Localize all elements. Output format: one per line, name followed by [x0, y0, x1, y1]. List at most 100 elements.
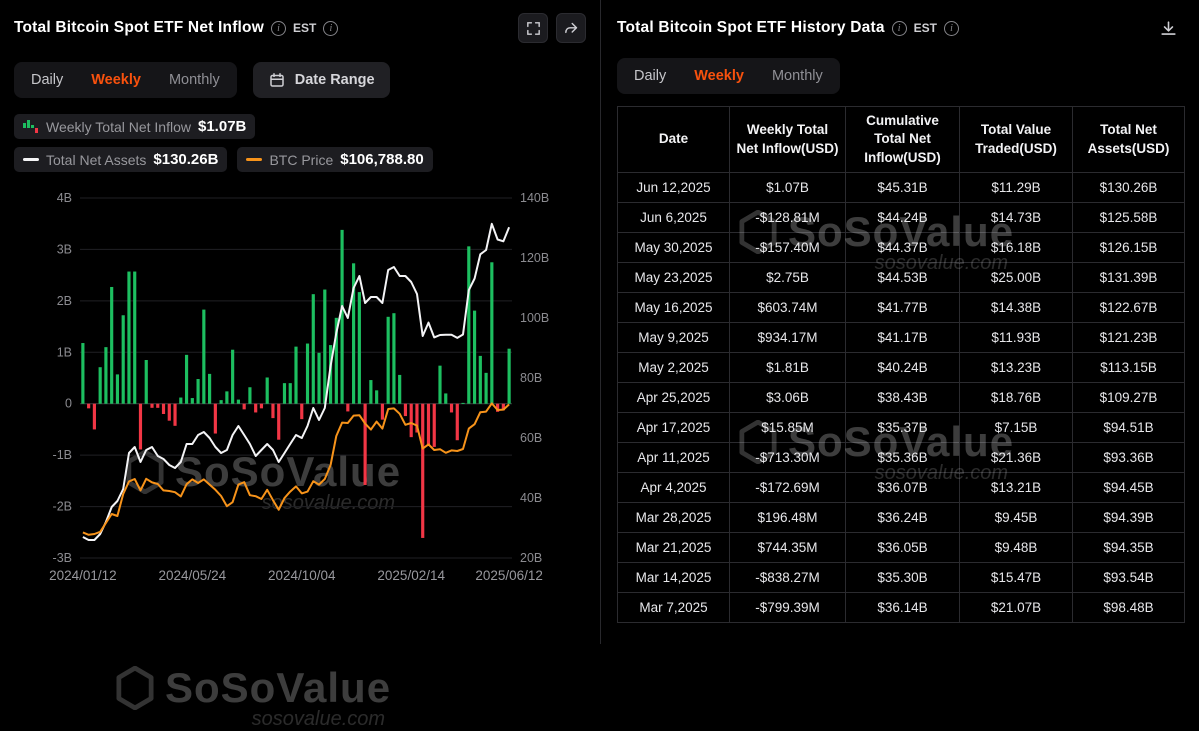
cell-cumulative-inflow: $44.37B	[845, 232, 960, 263]
cell-date: Mar 21,2025	[617, 532, 730, 563]
cell-weekly-inflow: $744.35M	[729, 532, 846, 563]
cell-net-assets: $113.15B	[1072, 352, 1185, 383]
table-row[interactable]: Apr 25,2025 $3.06B $38.43B $18.76B $109.27B	[617, 382, 1185, 413]
history-table: Date Weekly Total Net Inflow(USD) Cumulati…	[617, 106, 1185, 623]
table-row[interactable]: Apr 4,2025 -$172.69M $36.07B $13.21B $94.45B	[617, 472, 1185, 503]
tab-daily[interactable]: Daily	[621, 62, 679, 90]
cell-weekly-inflow: -$838.27M	[729, 562, 846, 593]
cell-value-traded: $13.23B	[959, 352, 1073, 383]
column-header: Weekly Total Net Inflow(USD)	[729, 106, 846, 173]
cell-cumulative-inflow: $36.24B	[845, 502, 960, 533]
svg-text:-2B: -2B	[53, 500, 72, 514]
cell-weekly-inflow: -$799.39M	[729, 592, 846, 623]
table-row[interactable]: Apr 17,2025 $15.85M $35.37B $7.15B $94.51B	[617, 412, 1185, 443]
btc-price-line	[82, 402, 510, 536]
cell-cumulative-inflow: $35.37B	[845, 412, 960, 443]
date-range-label: Date Range	[294, 72, 375, 88]
left-axis-labels: 4B 3B 2B 1B 0 -1B -2B -3B	[53, 191, 73, 565]
etf-netflow-chart[interactable]: SoSoValue sosovalue.com SoSoValue sosova…	[14, 186, 586, 730]
legend-weekly-net-inflow[interactable]: Weekly Total Net Inflow $1.07B	[14, 114, 256, 139]
table-row[interactable]: Jun 6,2025 -$128.81M $44.24B $14.73B $125.58…	[617, 202, 1185, 233]
cell-value-traded: $18.76B	[959, 382, 1073, 413]
cell-net-assets: $94.35B	[1072, 532, 1185, 563]
table-row[interactable]: Apr 11,2025 -$713.30M $35.36B $21.36B $93.36…	[617, 442, 1185, 473]
svg-text:120B: 120B	[520, 251, 549, 265]
legend-label: Total Net Assets	[46, 151, 147, 168]
info-icon[interactable]	[270, 20, 286, 36]
cell-net-assets: $121.23B	[1072, 322, 1185, 353]
tab-daily[interactable]: Daily	[18, 66, 76, 94]
cell-date: Mar 7,2025	[617, 592, 730, 623]
cell-weekly-inflow: -$157.40M	[729, 232, 846, 263]
cell-weekly-inflow: -$713.30M	[729, 442, 846, 473]
est-info-icon[interactable]	[323, 20, 339, 36]
legend-label: Weekly Total Net Inflow	[46, 118, 191, 135]
svg-text:80B: 80B	[520, 371, 542, 385]
cell-cumulative-inflow: $44.24B	[845, 202, 960, 233]
svg-text:2B: 2B	[57, 294, 72, 308]
tab-weekly[interactable]: Weekly	[681, 62, 757, 90]
legend-btc-price[interactable]: BTC Price $106,788.80	[237, 147, 433, 172]
cell-value-traded: $9.45B	[959, 502, 1073, 533]
table-row[interactable]: May 30,2025 -$157.40M $44.37B $16.18B $126.1…	[617, 232, 1185, 263]
legend-total-net-assets[interactable]: Total Net Assets $130.26B	[14, 147, 228, 172]
cell-value-traded: $11.93B	[959, 322, 1073, 353]
legend-label: BTC Price	[269, 151, 334, 168]
table-row[interactable]: May 9,2025 $934.17M $41.17B $11.93B $121.23B	[617, 322, 1185, 353]
cell-net-assets: $93.36B	[1072, 442, 1185, 473]
table-row[interactable]: Jun 12,2025 $1.07B $45.31B $11.29B $130.26B	[617, 172, 1185, 203]
table-row[interactable]: Mar 28,2025 $196.48M $36.24B $9.45B $94.39B	[617, 502, 1185, 533]
sosovalue-watermark: SoSoValue sosovalue.com	[116, 664, 391, 731]
cell-cumulative-inflow: $35.36B	[845, 442, 960, 473]
cell-value-traded: $14.73B	[959, 202, 1073, 233]
interval-tabs: Daily Weekly Monthly	[617, 58, 840, 94]
cell-net-assets: $131.39B	[1072, 262, 1185, 293]
sosovalue-cube-logo-icon	[116, 666, 154, 710]
cell-value-traded: $21.07B	[959, 592, 1073, 623]
info-icon[interactable]	[891, 20, 907, 36]
svg-text:-1B: -1B	[53, 448, 72, 462]
cell-value-traded: $15.47B	[959, 562, 1073, 593]
chart-panel: Total Bitcoin Spot ETF Net Inflow EST Da…	[0, 0, 600, 730]
svg-text:4B: 4B	[57, 191, 72, 205]
cell-value-traded: $9.48B	[959, 532, 1073, 563]
fullscreen-button[interactable]	[518, 13, 548, 43]
cell-cumulative-inflow: $38.43B	[845, 382, 960, 413]
combo-chart-svg[interactable]: 4B 3B 2B 1B 0 -1B -2B -3B 140B 120B 100B 80B 60B 40B 2…	[14, 186, 582, 590]
table-row[interactable]: Mar 14,2025 -$838.27M $35.30B $15.47B $93.54…	[617, 562, 1185, 593]
cell-cumulative-inflow: $35.30B	[845, 562, 960, 593]
column-header: Total Net Assets(USD)	[1072, 106, 1185, 173]
table-row[interactable]: May 2,2025 $1.81B $40.24B $13.23B $113.15B	[617, 352, 1185, 383]
cell-weekly-inflow: $2.75B	[729, 262, 846, 293]
cell-weekly-inflow: $934.17M	[729, 322, 846, 353]
cell-cumulative-inflow: $36.05B	[845, 532, 960, 563]
cell-value-traded: $25.00B	[959, 262, 1073, 293]
cell-weekly-inflow: -$128.81M	[729, 202, 846, 233]
cell-value-traded: $7.15B	[959, 412, 1073, 443]
table-row[interactable]: Mar 21,2025 $744.35M $36.05B $9.48B $94.35B	[617, 532, 1185, 563]
download-icon	[1160, 20, 1176, 35]
cell-cumulative-inflow: $40.24B	[845, 352, 960, 383]
tab-monthly[interactable]: Monthly	[759, 62, 836, 90]
date-range-button[interactable]: Date Range	[252, 62, 390, 98]
download-button[interactable]	[1153, 13, 1183, 43]
orange-line-series-icon	[246, 158, 263, 161]
svg-text:20B: 20B	[520, 551, 542, 565]
table-row[interactable]: May 16,2025 $603.74M $41.77B $14.38B $122.67…	[617, 292, 1185, 323]
chart-panel-title: Total Bitcoin Spot ETF Net Inflow	[14, 19, 264, 36]
cell-cumulative-inflow: $45.31B	[845, 172, 960, 203]
tab-monthly[interactable]: Monthly	[156, 66, 233, 94]
cell-net-assets: $94.39B	[1072, 502, 1185, 533]
tab-weekly[interactable]: Weekly	[78, 66, 154, 94]
history-panel-header: Total Bitcoin Spot ETF History Data EST	[617, 10, 1183, 46]
cell-weekly-inflow: $1.81B	[729, 352, 846, 383]
est-label: EST	[913, 21, 937, 35]
table-row[interactable]: Mar 7,2025 -$799.39M $36.14B $21.07B $98.48B	[617, 592, 1185, 623]
share-button[interactable]	[556, 13, 586, 43]
cell-net-assets: $125.58B	[1072, 202, 1185, 233]
cell-date: May 30,2025	[617, 232, 730, 263]
net-assets-line	[82, 222, 511, 541]
table-header-row: Date Weekly Total Net Inflow(USD) Cumulati…	[617, 106, 1185, 173]
table-row[interactable]: May 23,2025 $2.75B $44.53B $25.00B $131.39B	[617, 262, 1185, 293]
est-info-icon[interactable]	[943, 20, 959, 36]
